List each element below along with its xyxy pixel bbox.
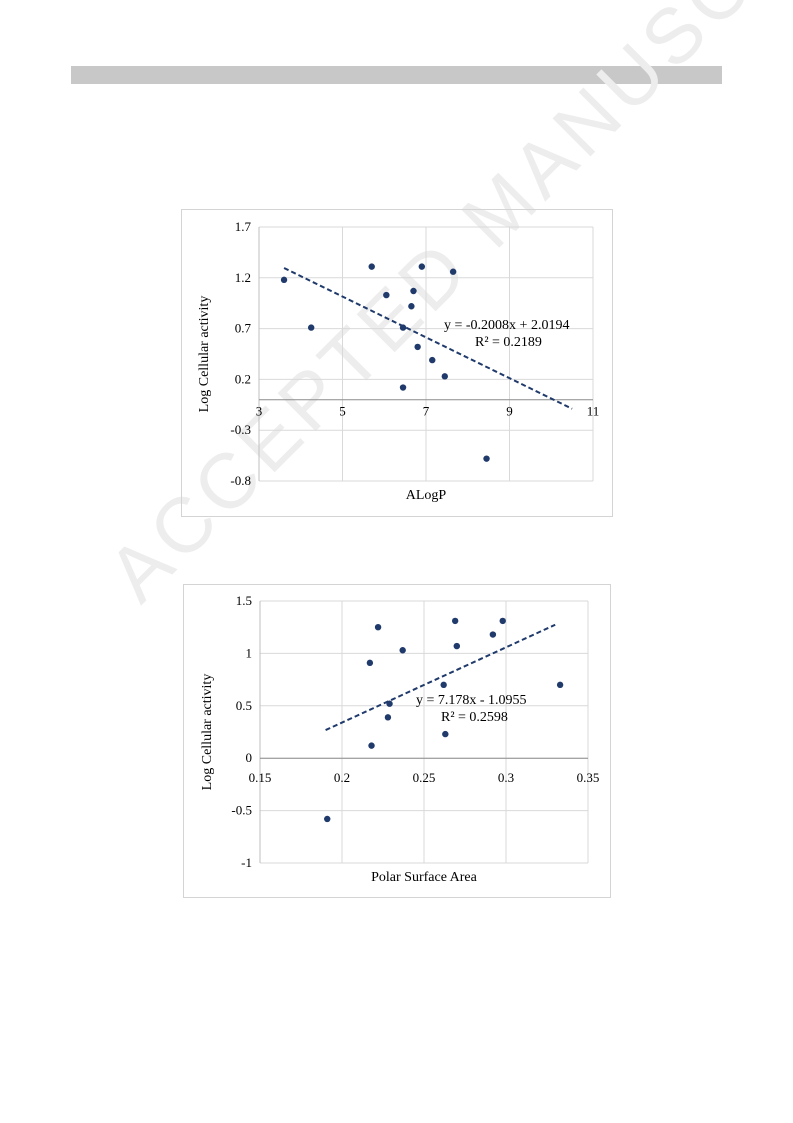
x-tick-label: 0.35 — [577, 770, 600, 785]
y-tick-label: 1 — [246, 645, 253, 660]
page-header-bar — [71, 66, 722, 84]
data-point — [399, 647, 406, 654]
x-tick-label: 3 — [256, 404, 263, 419]
y-axis-title: Log Cellular activity — [197, 296, 212, 413]
trendline-equation: y = 7.178x - 1.0955 — [416, 693, 527, 708]
y-tick-label: -0.5 — [231, 803, 252, 818]
chart-alogp-svg: -0.8 -0.3 0.2 0.7 1.2 1.7 3 5 7 9 11 ALogP Log Cellu… — [197, 219, 600, 503]
data-point — [386, 700, 393, 707]
data-point — [399, 324, 407, 331]
r-squared-label: R² = 0.2189 — [475, 335, 542, 350]
data-point — [499, 617, 506, 625]
data-point — [489, 631, 497, 638]
y-tick-label: -0.3 — [230, 422, 251, 437]
data-point — [441, 373, 448, 380]
x-tick-label: 9 — [506, 404, 513, 419]
data-point — [324, 815, 331, 823]
y-tick-label: 0.2 — [235, 371, 251, 386]
chart-alogp: -0.8 -0.3 0.2 0.7 1.2 1.7 3 5 7 9 11 ALogP Log Cellu… — [181, 209, 613, 517]
r-squared-label: R² = 0.2598 — [441, 710, 508, 725]
data-point — [368, 742, 375, 749]
data-point — [307, 324, 315, 331]
trendline — [283, 267, 573, 410]
data-point — [384, 714, 392, 721]
y-tick-label: -1 — [241, 855, 252, 870]
y-axis-title: Log Cellular activity — [200, 674, 215, 791]
trendline — [325, 623, 556, 731]
y-tick-label: 0.5 — [236, 698, 252, 713]
data-point — [374, 624, 382, 631]
data-point — [383, 291, 390, 299]
x-tick-label: 0.25 — [413, 770, 436, 785]
x-tick-label: 7 — [423, 404, 430, 419]
data-point — [366, 659, 374, 667]
data-point — [399, 384, 407, 391]
data-point — [449, 268, 457, 275]
data-point — [440, 681, 447, 689]
chart-psa-svg: -1 -0.5 0 0.5 1 1.5 0.15 0.2 0.25 0.3 0.35 Polar Su… — [200, 593, 600, 885]
data-point — [408, 303, 415, 310]
x-tick-label: 0.2 — [334, 770, 350, 785]
trendline-equation: y = -0.2008x + 2.0194 — [444, 318, 569, 333]
y-tick-label: 0 — [246, 750, 253, 765]
x-tick-label: 11 — [587, 404, 600, 419]
data-point — [429, 356, 436, 364]
data-point — [453, 642, 460, 650]
y-tick-label: 1.7 — [235, 219, 252, 234]
data-point — [483, 455, 490, 462]
x-tick-label: 5 — [339, 404, 346, 419]
data-point — [368, 263, 375, 270]
data-point — [410, 287, 417, 295]
x-tick-label: 0.3 — [498, 770, 514, 785]
data-point — [414, 343, 421, 351]
y-tick-label: -0.8 — [230, 473, 251, 488]
data-point — [556, 681, 564, 689]
x-axis-title: ALogP — [406, 488, 447, 503]
x-tick-label: 0.15 — [249, 770, 272, 785]
data-point — [442, 730, 449, 738]
x-axis-title: Polar Surface Area — [371, 870, 478, 885]
y-tick-label: 1.2 — [235, 270, 251, 285]
y-tick-label: 1.5 — [236, 593, 252, 608]
y-tick-label: 0.7 — [235, 321, 252, 336]
data-point — [418, 263, 426, 270]
data-point — [280, 276, 288, 284]
data-point — [451, 617, 459, 625]
chart-polar-surface-area: -1 -0.5 0 0.5 1 1.5 0.15 0.2 0.25 0.3 0.35 Polar Su… — [183, 584, 611, 898]
